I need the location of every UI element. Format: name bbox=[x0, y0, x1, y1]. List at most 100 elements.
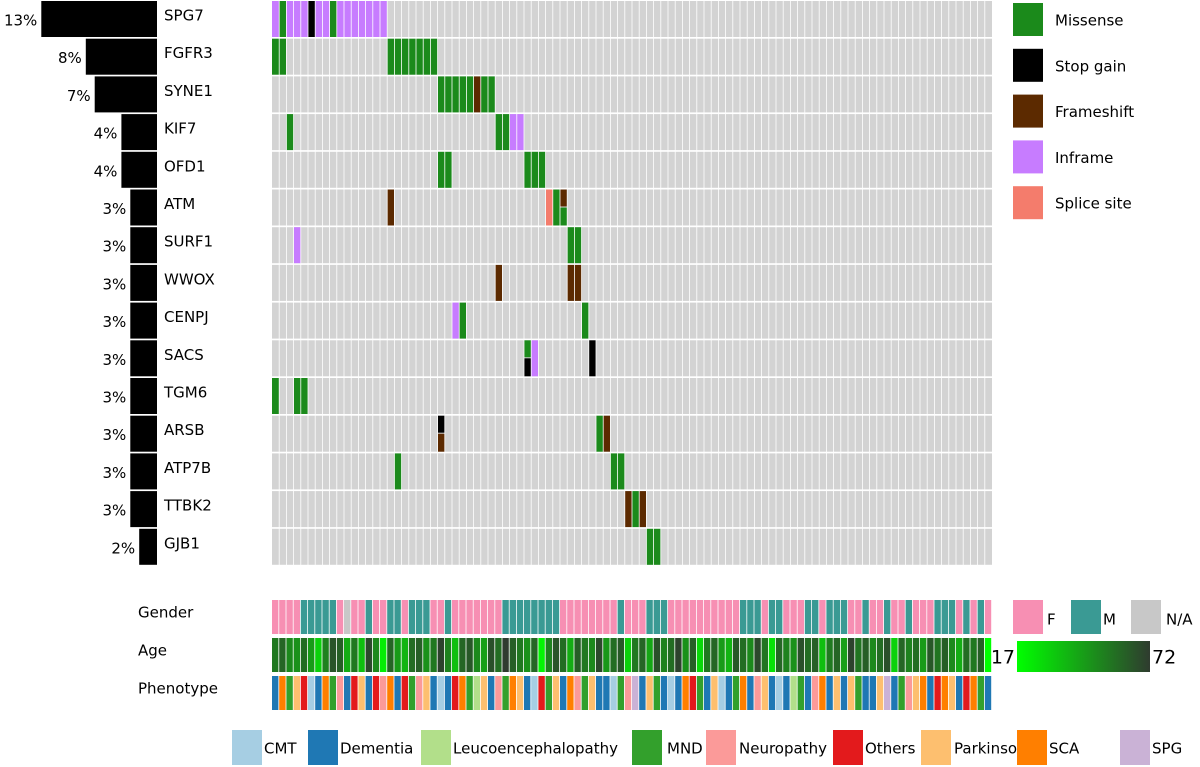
mutation-cell bbox=[610, 453, 618, 490]
age-cell bbox=[300, 638, 308, 672]
gender-cell bbox=[430, 600, 437, 634]
gender-cell bbox=[596, 600, 603, 634]
age-cell bbox=[394, 638, 401, 672]
phenotype-cell bbox=[624, 676, 632, 710]
age-cell bbox=[855, 638, 862, 672]
gender-cell bbox=[588, 600, 596, 634]
gender-cell bbox=[401, 600, 408, 634]
phenotype-cell bbox=[473, 676, 480, 710]
gender-cell bbox=[545, 600, 552, 634]
gender-cell bbox=[423, 600, 430, 634]
mutation-cell bbox=[466, 76, 474, 113]
gene-label: KIF7 bbox=[164, 120, 196, 138]
gene-label: SACS bbox=[164, 346, 204, 364]
mutation-cell bbox=[581, 302, 589, 339]
phenotype-cell bbox=[336, 676, 344, 710]
gender-cell bbox=[855, 600, 862, 634]
phenotype-cell bbox=[581, 676, 588, 710]
gene-label: ARSB bbox=[164, 421, 205, 439]
gene-label: CENPJ bbox=[164, 308, 209, 326]
gender-cell bbox=[639, 600, 646, 634]
age-cell bbox=[279, 638, 286, 672]
gender-cell bbox=[286, 600, 293, 634]
phenotype-cell bbox=[329, 676, 336, 710]
frequency-label: 3% bbox=[103, 238, 127, 256]
age-cell bbox=[286, 638, 293, 672]
phenotype-cell bbox=[711, 676, 718, 710]
phenotype-cell bbox=[862, 676, 869, 710]
age-cell bbox=[509, 638, 516, 672]
phenotype-cell bbox=[761, 676, 768, 710]
legend-label: Frameshift bbox=[1055, 103, 1134, 121]
phenotype-cell bbox=[783, 676, 790, 710]
age-cell bbox=[776, 638, 783, 672]
phenotype-cell bbox=[286, 676, 293, 710]
frequency-bar bbox=[130, 302, 157, 339]
gender-cell bbox=[365, 600, 372, 634]
age-cell bbox=[740, 638, 747, 672]
mutation-cell bbox=[495, 264, 503, 301]
gender-cell bbox=[660, 600, 668, 634]
gender-cell bbox=[567, 600, 574, 634]
age-cell bbox=[812, 638, 819, 672]
phenotype-cell bbox=[747, 676, 754, 710]
mutation-cell bbox=[545, 189, 553, 226]
age-cell bbox=[956, 638, 963, 672]
age-cell bbox=[963, 638, 970, 672]
mutation-cell bbox=[444, 151, 452, 188]
gender-cell bbox=[776, 600, 783, 634]
phenotype-cell bbox=[538, 676, 545, 710]
age-cell bbox=[876, 638, 884, 672]
age-cell bbox=[617, 638, 624, 672]
age-cell bbox=[747, 638, 754, 672]
track-label: Gender bbox=[138, 604, 194, 622]
phenotype-cell bbox=[444, 676, 452, 710]
gender-cell bbox=[272, 600, 279, 634]
age-cell bbox=[941, 638, 948, 672]
phenotype-legend-label: CMT bbox=[264, 740, 297, 758]
gender-cell bbox=[840, 600, 848, 634]
age-max-label: 72 bbox=[1152, 647, 1176, 669]
phenotype-cell bbox=[984, 676, 992, 710]
mutation-cell bbox=[653, 528, 661, 565]
gender-cell bbox=[956, 600, 963, 634]
age-cell bbox=[545, 638, 552, 672]
age-cell bbox=[452, 638, 459, 672]
phenotype-cell bbox=[660, 676, 668, 710]
gender-cell bbox=[293, 600, 300, 634]
mutation-cell bbox=[322, 1, 330, 37]
phenotype-swatch bbox=[308, 730, 338, 765]
mutation-cell bbox=[596, 415, 604, 452]
phenotype-cell bbox=[603, 676, 610, 710]
frequency-label: 13% bbox=[4, 12, 37, 30]
age-cell bbox=[459, 638, 466, 672]
gender-cell bbox=[495, 600, 502, 634]
gender-cell bbox=[732, 600, 740, 634]
mutation-cell bbox=[329, 1, 337, 37]
gene-label: ATM bbox=[164, 195, 195, 213]
gender-cell bbox=[538, 600, 545, 634]
gender-swatch bbox=[1013, 600, 1043, 634]
gender-cell bbox=[466, 600, 473, 634]
mutation-cell bbox=[437, 415, 445, 433]
gender-cell bbox=[610, 600, 617, 634]
legend-swatch bbox=[1013, 140, 1043, 174]
frequency-label: 4% bbox=[94, 125, 118, 143]
gender-cell bbox=[912, 600, 920, 634]
age-cell bbox=[862, 638, 869, 672]
phenotype-legend-label: Parkinson bbox=[954, 740, 1027, 758]
age-cell bbox=[380, 638, 387, 672]
gender-cell bbox=[531, 600, 538, 634]
gene-label: TGM6 bbox=[163, 384, 207, 402]
mutation-cell bbox=[444, 76, 452, 113]
age-cell bbox=[711, 638, 718, 672]
phenotype-cell bbox=[826, 676, 833, 710]
phenotype-cell bbox=[632, 676, 639, 710]
phenotype-swatch bbox=[921, 730, 951, 765]
age-cell bbox=[783, 638, 790, 672]
gender-cell bbox=[682, 600, 689, 634]
phenotype-cell bbox=[509, 676, 516, 710]
legend-swatch bbox=[1013, 3, 1043, 36]
age-cell bbox=[574, 638, 581, 672]
phenotype-cell bbox=[588, 676, 596, 710]
